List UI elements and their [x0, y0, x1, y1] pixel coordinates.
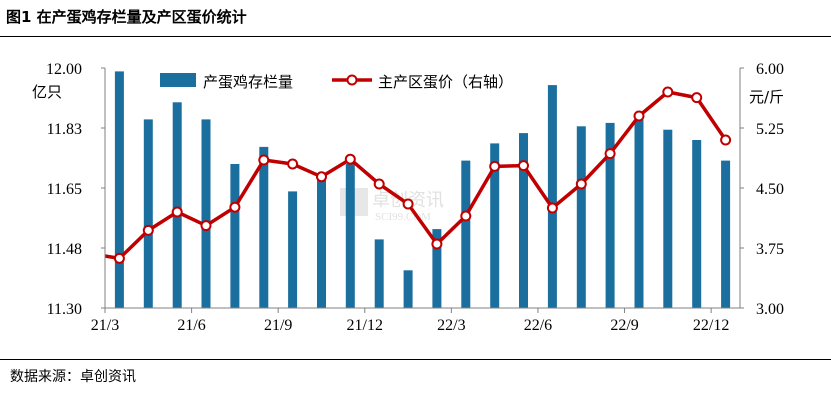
- bar-2021-06: [201, 119, 211, 309]
- price-point-2022-05: [518, 160, 529, 172]
- left-tick-label: 11.30: [47, 301, 82, 318]
- left-tick-label: 11.65: [47, 181, 82, 198]
- bar-2022-04: [490, 143, 500, 308]
- bar-2022-01: [403, 270, 413, 308]
- x-tick-label: 21/6: [177, 317, 205, 334]
- price-point-2021-10: [316, 171, 327, 183]
- price-point-2022-08: [604, 148, 616, 160]
- x-tick-label: 21/12: [347, 317, 383, 334]
- bar-2021-03: [114, 71, 124, 309]
- legend-bar-label: 产蛋鸡存栏量: [203, 73, 293, 91]
- price-point-2021-07: [229, 201, 241, 213]
- bar-2021-09: [288, 191, 298, 308]
- price-point-2021-05: [171, 206, 183, 218]
- bar-2021-11: [345, 164, 355, 308]
- bar-2022-08: [605, 122, 615, 309]
- bar-2022-07: [576, 126, 586, 308]
- price-point-2021-11: [344, 153, 356, 165]
- x-tick-label: 22/6: [524, 317, 552, 334]
- x-tick-label: 22/12: [693, 317, 729, 334]
- right-tick-label: 6.00: [756, 61, 784, 78]
- price-point-2021-08: [258, 154, 270, 166]
- right-tick-label: 5.25: [756, 121, 784, 138]
- price-point-2022-06: [546, 202, 558, 214]
- right-tick-label: 4.50: [756, 181, 784, 198]
- left-axis-unit: 亿只: [32, 83, 62, 101]
- price-point-2021-12: [373, 178, 385, 190]
- price-point-2022-07: [575, 178, 587, 190]
- price-point-2021-04: [142, 224, 154, 236]
- price-point-2022-11: [691, 92, 703, 104]
- bar-2021-05: [172, 102, 182, 308]
- price-line-layer: [104, 86, 732, 264]
- watermark-en: SCI99.COM: [375, 211, 431, 223]
- bar-2022-09: [634, 119, 644, 309]
- bar-2022-03: [461, 160, 471, 308]
- axes: 12.00 11.83 11.65 11.48 11.30 6.00 5.25 4.50 3.7…: [32, 61, 784, 334]
- top-rule: [0, 36, 831, 37]
- price-point-2022-10: [662, 86, 674, 98]
- legend-line-marker: [346, 74, 358, 86]
- bar-2021-04: [143, 119, 153, 309]
- price-point-2022-09: [633, 110, 645, 122]
- bars: [114, 71, 731, 309]
- bar-2022-05: [519, 133, 528, 308]
- right-tick-label: 3.00: [756, 301, 784, 318]
- figure-title: 图1 在产蛋鸡存栏量及产区蛋价统计: [6, 8, 247, 26]
- price-point-2022-03: [460, 210, 472, 222]
- legend: 产蛋鸡存栏量 主产区蛋价（右轴）: [160, 73, 513, 91]
- bottom-rule: [0, 359, 831, 360]
- legend-bar-swatch: [160, 73, 196, 87]
- bar-2022-11: [692, 140, 702, 308]
- price-point-2022-04: [489, 160, 501, 172]
- left-tick-label: 12.00: [46, 61, 82, 78]
- bar-2022-06: [547, 85, 557, 308]
- x-tick-label: 21/3: [91, 317, 119, 334]
- bar-2022-10: [663, 129, 673, 308]
- legend-line-label: 主产区蛋价（右轴）: [378, 73, 513, 91]
- right-axis-unit: 元/斤: [749, 88, 784, 106]
- price-point-2022-02: [431, 238, 443, 250]
- bar-2022-12: [721, 160, 731, 308]
- right-tick-label: 3.75: [756, 241, 784, 258]
- bar-2021-08: [259, 146, 269, 308]
- x-tick-label: 22/3: [437, 317, 465, 334]
- source-note: 数据来源：卓创资讯: [10, 369, 136, 385]
- price-point-2022-12: [720, 134, 732, 146]
- x-tick-label: 22/9: [610, 317, 638, 334]
- bar-2021-07: [230, 164, 240, 308]
- price-point-2021-06: [200, 220, 212, 232]
- left-tick-label: 11.83: [47, 121, 82, 138]
- x-tick-label: 21/9: [264, 317, 292, 334]
- left-tick-label: 11.48: [47, 241, 82, 258]
- price-line: [104, 90, 728, 261]
- bar-2021-12: [374, 239, 384, 308]
- bar-2022-02: [432, 229, 442, 308]
- price-point-2021-09: [287, 158, 299, 170]
- price-point-2022-01: [402, 198, 414, 210]
- chart: 卓创资讯 SCI99.COM 12.0011.8311.6511.4811.30…: [32, 61, 784, 334]
- bar-2021-10: [317, 174, 326, 308]
- price-point-2021-03: [113, 252, 125, 264]
